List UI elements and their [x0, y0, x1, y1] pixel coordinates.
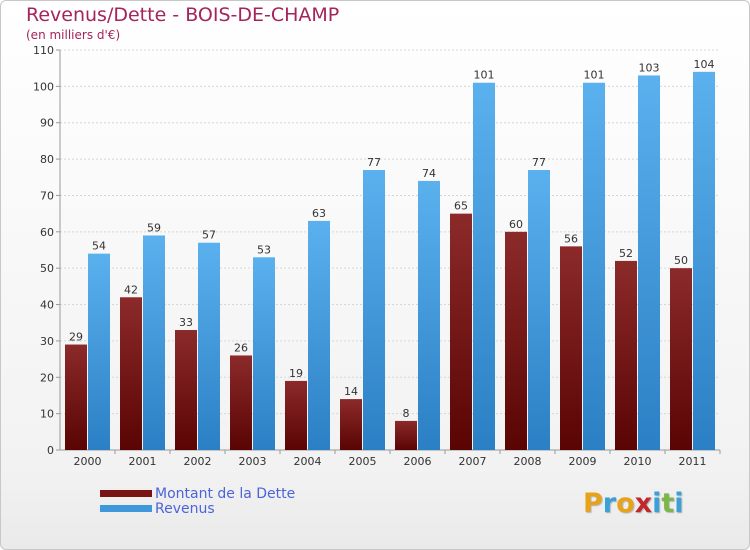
bar-dette [65, 344, 87, 450]
x-tick-label: 2009 [569, 455, 597, 468]
bar-dette [285, 380, 307, 450]
x-tick-label: 2001 [129, 455, 157, 468]
x-tick-label: 2000 [74, 455, 102, 468]
bar-revenus [198, 242, 220, 450]
logo-letter: x [634, 488, 653, 519]
x-tick-label: 2004 [294, 455, 322, 468]
data-label: 59 [147, 221, 161, 234]
data-label: 60 [509, 218, 523, 231]
legend-swatch-dette [100, 490, 152, 497]
bar-dette [450, 213, 472, 450]
data-label: 53 [257, 243, 271, 256]
bar-revenus [308, 220, 330, 450]
y-tick-label: 110 [33, 44, 54, 57]
data-label: 29 [69, 331, 83, 344]
logo-letter: o [616, 488, 635, 519]
data-label: 33 [179, 316, 193, 329]
bar-dette [395, 420, 417, 450]
legend-item-revenus: Revenus [100, 500, 295, 517]
bar-revenus [418, 180, 440, 450]
x-tick-label: 2002 [184, 455, 212, 468]
data-label: 77 [367, 156, 381, 169]
logo-letter: r [602, 488, 617, 519]
chart-title: Revenus/Dette - BOIS-DE-CHAMP [26, 4, 340, 26]
data-label: 104 [694, 58, 715, 71]
x-tick-label: 2003 [239, 455, 267, 468]
logo-letter: P [583, 488, 603, 519]
y-tick-label: 100 [33, 80, 54, 93]
y-tick-label: 50 [40, 262, 54, 275]
bar-revenus [638, 75, 660, 451]
y-tick-label: 20 [40, 371, 54, 384]
data-label: 65 [454, 200, 468, 213]
logo-letter: i [674, 488, 684, 519]
x-tick-label: 2005 [349, 455, 377, 468]
y-tick-label: 60 [40, 226, 54, 239]
bar-revenus [143, 235, 165, 450]
y-tick-label: 30 [40, 335, 54, 348]
bar-revenus [473, 82, 495, 451]
x-tick-label: 2010 [624, 455, 652, 468]
bar-dette [175, 330, 197, 450]
data-label: 8 [403, 407, 410, 420]
proxiti-logo: Proxiti [583, 488, 684, 519]
data-label: 63 [312, 207, 326, 220]
data-label: 50 [674, 254, 688, 267]
bar-dette [505, 231, 527, 450]
x-tick-label: 2006 [404, 455, 432, 468]
bar-revenus [583, 82, 605, 451]
y-tick-label: 90 [40, 117, 54, 130]
y-tick-label: 0 [47, 444, 54, 457]
x-tick-label: 2008 [514, 455, 542, 468]
logo-letter: t [661, 488, 675, 519]
y-tick-label: 70 [40, 189, 54, 202]
bar-dette [340, 399, 362, 450]
data-label: 14 [344, 385, 358, 398]
y-tick-label: 10 [40, 408, 54, 421]
data-label: 103 [639, 61, 660, 74]
legend-item-dette: Montant de la Dette [100, 485, 296, 502]
x-tick-label: 2011 [679, 455, 707, 468]
bar-dette [670, 268, 692, 450]
bar-revenus [88, 253, 110, 450]
bar-revenus [253, 257, 275, 450]
data-label: 74 [422, 167, 436, 180]
data-label: 77 [532, 156, 546, 169]
data-label: 57 [202, 229, 216, 242]
legend-label-dette: Montant de la Dette [155, 485, 296, 502]
data-label: 54 [92, 240, 106, 253]
bar-dette [615, 260, 637, 450]
legend: Montant de la Dette Revenus [100, 485, 296, 517]
legend-swatch-revenus [100, 505, 152, 512]
legend-label-revenus: Revenus [155, 500, 215, 517]
bar-dette [120, 297, 142, 450]
data-label: 101 [474, 69, 495, 82]
bar-revenus [363, 170, 385, 450]
y-tick-label: 80 [40, 153, 54, 166]
bar-dette [230, 355, 252, 450]
logo-letter: i [652, 488, 662, 519]
data-label: 26 [234, 341, 248, 354]
data-label: 52 [619, 247, 633, 260]
chart-subtitle: (en milliers d'€) [26, 28, 121, 42]
data-label: 42 [124, 283, 138, 296]
data-label: 19 [289, 367, 303, 380]
bar-revenus [693, 71, 715, 451]
data-label: 101 [584, 69, 605, 82]
bar-dette [560, 246, 582, 450]
x-tick-label: 2007 [459, 455, 487, 468]
data-label: 56 [564, 232, 578, 245]
y-tick-label: 40 [40, 299, 54, 312]
bar-revenus [528, 170, 550, 450]
